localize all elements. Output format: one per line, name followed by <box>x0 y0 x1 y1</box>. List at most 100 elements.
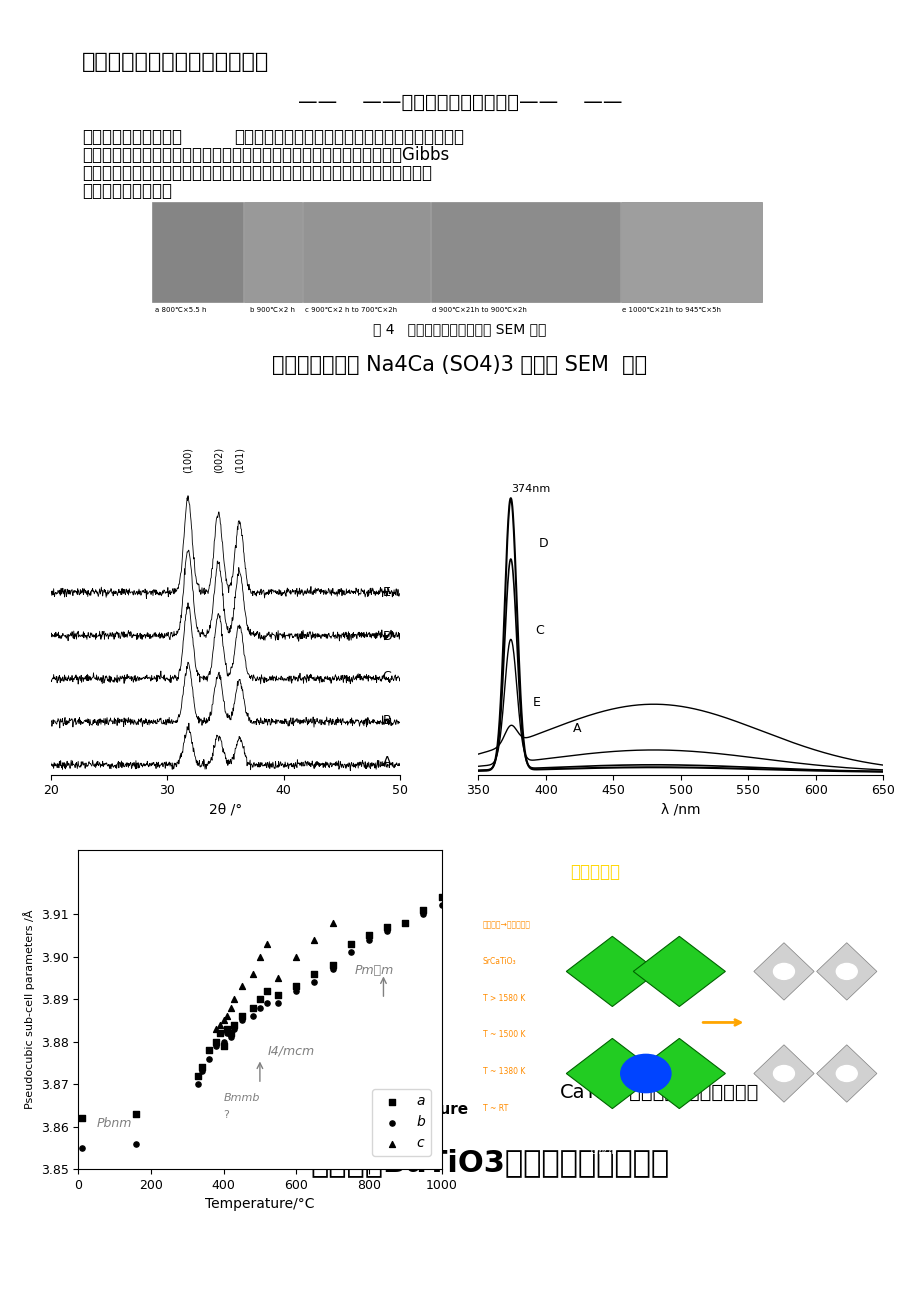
Text: C: C <box>382 671 391 684</box>
a <box>201 1040 216 1061</box>
a <box>220 1018 234 1039</box>
a <box>194 1057 209 1078</box>
c <box>252 947 267 967</box>
Polygon shape <box>632 936 724 1006</box>
b <box>212 1022 227 1043</box>
Circle shape <box>620 1055 670 1092</box>
Text: Pbnm: Pbnm <box>96 1117 131 1130</box>
b <box>289 980 303 1001</box>
Bar <box>244 202 301 302</box>
a <box>289 976 303 997</box>
Text: B: B <box>382 713 391 727</box>
Text: 图 4   不同温度条件下复盐的 SEM 照片: 图 4 不同温度条件下复盐的 SEM 照片 <box>373 322 546 336</box>
c <box>220 1005 234 1026</box>
b <box>223 1027 238 1048</box>
a <box>252 988 267 1009</box>
c <box>223 997 238 1018</box>
Text: T > 1580 K: T > 1580 K <box>482 993 524 1003</box>
c <box>209 1018 223 1039</box>
c <box>245 963 260 984</box>
a <box>129 1104 143 1125</box>
b <box>201 1048 216 1069</box>
c <box>259 934 274 954</box>
Text: T ~ 1380 K: T ~ 1380 K <box>482 1068 525 1077</box>
Circle shape <box>773 963 794 979</box>
Bar <box>152 202 243 302</box>
Text: 可能影响物质结构变化的因素：: 可能影响物质结构变化的因素： <box>82 52 269 72</box>
b <box>434 894 448 915</box>
Bar <box>620 202 761 302</box>
b <box>307 971 322 992</box>
b <box>129 1133 143 1154</box>
Text: T ~ RT: T ~ RT <box>482 1104 507 1113</box>
Text: Ca0.6Sr0.4TiO3 as a function of temperature: Ca0.6Sr0.4TiO3 as a function of temperat… <box>82 1101 468 1117</box>
b <box>252 997 267 1018</box>
b <box>325 958 340 979</box>
Text: 温度导致相变的原因：: 温度导致相变的原因： <box>82 128 182 146</box>
c <box>212 1014 227 1035</box>
c <box>289 947 303 967</box>
b <box>234 1010 249 1031</box>
Text: Pm㎣m: Pm㎣m <box>354 963 393 976</box>
Text: e 1000℃×21h to 945℃×5h: e 1000℃×21h to 945℃×5h <box>621 307 720 312</box>
a <box>415 900 430 921</box>
a <box>209 1031 223 1052</box>
c <box>270 967 285 988</box>
X-axis label: 2θ /°: 2θ /° <box>209 803 242 816</box>
Polygon shape <box>632 1039 724 1108</box>
Text: A: A <box>573 723 581 736</box>
Polygon shape <box>566 1039 658 1108</box>
c <box>234 976 249 997</box>
Text: (100): (100) <box>183 447 193 473</box>
b <box>398 913 413 934</box>
a <box>259 980 274 1001</box>
Text: D: D <box>539 538 548 551</box>
Text: Cmcm: Cmcm <box>590 1147 617 1156</box>
a <box>434 887 448 907</box>
Text: b 900℃×2 h: b 900℃×2 h <box>250 307 295 312</box>
a <box>270 984 285 1005</box>
Text: c 900℃×2 h to 700℃×2h: c 900℃×2 h to 700℃×2h <box>305 307 397 312</box>
a <box>234 1005 249 1026</box>
a <box>74 1108 89 1129</box>
Circle shape <box>773 1065 794 1082</box>
Text: 加、对称性增高）。: 加、对称性增高）。 <box>82 182 172 201</box>
a <box>380 917 394 937</box>
Bar <box>430 202 619 302</box>
Text: I4/mcm: I4/mcm <box>794 1115 831 1125</box>
Text: a 800℃×5.5 h: a 800℃×5.5 h <box>154 307 206 312</box>
Text: 自由能变小，属于自发反应。温度导致的相变（配位数减小、比重降低、体积增: 自由能变小，属于自发反应。温度导致的相变（配位数减小、比重降低、体积增 <box>82 164 432 182</box>
b <box>343 941 357 962</box>
Text: Pbmm: Pbmm <box>800 1147 825 1156</box>
a <box>223 1022 238 1043</box>
Text: 四方: 四方 <box>796 894 812 909</box>
X-axis label: λ /nm: λ /nm <box>661 803 699 816</box>
Circle shape <box>835 963 857 979</box>
Text: Pseudocubic sub-cell parameters for: Pseudocubic sub-cell parameters for <box>82 1083 395 1098</box>
Text: 三斜情况→仅斜方相变: 三斜情况→仅斜方相变 <box>482 921 530 930</box>
Text: CaTiO3在不同温度下的空间结构: CaTiO3在不同温度下的空间结构 <box>560 1083 759 1101</box>
c <box>307 930 322 950</box>
b <box>270 993 285 1014</box>
a <box>361 924 376 945</box>
Text: (002): (002) <box>213 447 223 473</box>
Text: C: C <box>535 624 543 637</box>
b <box>216 1031 231 1052</box>
Text: Pca2₁m: Pca2₁m <box>584 1115 622 1125</box>
Text: 图 1   在不同温度晶化的 ZnO 薄膜的 XRD 谱: 图 1 在不同温度晶化的 ZnO 薄膜的 XRD 谱 <box>134 758 325 771</box>
Text: I4/mcm: I4/mcm <box>267 1044 314 1057</box>
Polygon shape <box>753 943 813 1000</box>
Text: E: E <box>382 586 391 599</box>
Text: D: D <box>382 630 391 643</box>
Text: T ~ 1500 K: T ~ 1500 K <box>482 1030 525 1039</box>
Polygon shape <box>816 943 876 1000</box>
Circle shape <box>835 1065 857 1082</box>
Text: (101): (101) <box>234 447 244 473</box>
b <box>361 930 376 950</box>
Text: Bmmb: Bmmb <box>223 1094 260 1103</box>
b <box>74 1138 89 1159</box>
a <box>325 954 340 975</box>
a <box>190 1065 205 1086</box>
a <box>216 1035 231 1056</box>
a <box>212 1022 227 1043</box>
